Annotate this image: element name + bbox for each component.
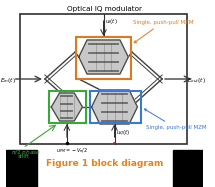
Polygon shape xyxy=(92,90,137,124)
Polygon shape xyxy=(51,93,83,121)
Text: $\pi/2$ phase: $\pi/2$ phase xyxy=(11,148,41,157)
Text: Optical IQ modulator: Optical IQ modulator xyxy=(67,6,142,12)
Text: $E_{out}(t)$: $E_{out}(t)$ xyxy=(187,76,206,85)
Text: Single, push-pull MZM: Single, push-pull MZM xyxy=(144,109,206,131)
Text: Single, push-pull MZM: Single, push-pull MZM xyxy=(133,19,193,43)
Text: $u_I(t)$: $u_I(t)$ xyxy=(105,17,118,26)
Text: shift: shift xyxy=(17,154,29,159)
Bar xyxy=(49,91,86,123)
Bar xyxy=(76,37,131,79)
Bar xyxy=(20,14,187,144)
Text: Figure 1 block diagram: Figure 1 block diagram xyxy=(46,159,163,168)
Text: $u_{PM}=-V_\pi/2$: $u_{PM}=-V_\pi/2$ xyxy=(56,146,88,155)
Text: $u_Q(t)$: $u_Q(t)$ xyxy=(116,129,131,138)
Polygon shape xyxy=(79,40,128,74)
Bar xyxy=(173,150,203,187)
Bar xyxy=(6,150,37,187)
Text: $E_{in}(t)$: $E_{in}(t)$ xyxy=(0,76,16,85)
Bar xyxy=(90,91,141,123)
